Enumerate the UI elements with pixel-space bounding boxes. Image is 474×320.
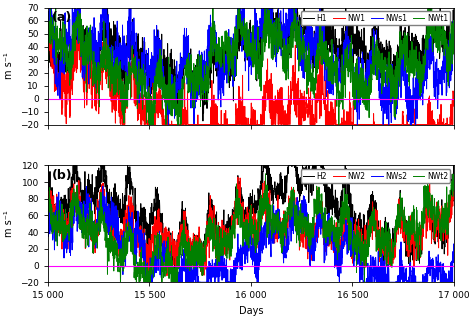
NWs2	[45, 231, 51, 235]
NWs2	[451, 254, 457, 258]
NW2	[196, 258, 202, 262]
NWs2	[54, 219, 60, 222]
H1	[45, 76, 51, 80]
H1	[380, 42, 385, 46]
Y-axis label: m s⁻¹: m s⁻¹	[4, 211, 14, 237]
NW2	[67, 234, 73, 238]
NW2	[45, 214, 51, 218]
Line: NWs2: NWs2	[48, 185, 454, 282]
Text: (b): (b)	[52, 169, 73, 182]
NWt1	[380, 51, 385, 55]
NW1	[120, 123, 126, 126]
NWt1	[196, 67, 202, 70]
Line: H2: H2	[48, 165, 454, 273]
H1	[54, 65, 60, 69]
H2	[380, 228, 385, 232]
NW1	[451, 93, 457, 97]
Line: NWt2: NWt2	[48, 174, 454, 282]
NWt1	[67, 57, 73, 61]
NWt2	[81, 237, 87, 241]
H1	[67, 73, 73, 76]
Text: (a): (a)	[52, 11, 72, 24]
H2	[451, 174, 457, 178]
H1	[196, 87, 202, 91]
NWt2	[67, 225, 73, 228]
NWt2	[451, 180, 457, 184]
NWt1	[47, 6, 53, 10]
NWs1	[48, 6, 54, 10]
H2	[81, 202, 87, 205]
NWs1	[67, 47, 73, 51]
NW2	[380, 251, 385, 255]
Line: NWt1: NWt1	[48, 8, 454, 124]
NWs1	[45, 44, 51, 47]
H1	[81, 41, 87, 44]
NW2	[290, 190, 295, 194]
H1	[105, 6, 110, 10]
NW1	[380, 123, 385, 126]
H2	[45, 207, 51, 211]
NWs1	[380, 105, 385, 109]
NWs2	[144, 280, 149, 284]
NW1	[54, 70, 60, 74]
NW1	[81, 88, 87, 92]
H2	[200, 271, 205, 275]
NW2	[451, 177, 457, 180]
NW1	[46, 22, 52, 26]
NWt1	[81, 43, 87, 47]
NWt2	[54, 230, 60, 234]
NW2	[81, 221, 87, 225]
NWs1	[451, 31, 457, 35]
Legend: H2, NW2, NWs2, NWt2: H2, NW2, NWs2, NWt2	[301, 169, 450, 183]
H2	[67, 198, 73, 202]
NWt1	[290, 33, 295, 37]
NWt2	[263, 172, 268, 176]
Legend: H1, NW1, NWs1, NWt1: H1, NW1, NWs1, NWt1	[301, 12, 450, 25]
Line: NW2: NW2	[48, 177, 454, 279]
NWt1	[54, 47, 60, 51]
NWt2	[380, 232, 385, 236]
NW1	[196, 123, 202, 126]
NWs1	[81, 67, 87, 71]
Line: H1: H1	[48, 8, 454, 121]
NW1	[45, 53, 51, 57]
NW1	[290, 75, 295, 79]
NWs1	[290, 6, 295, 10]
NWs1	[165, 123, 171, 126]
NW2	[146, 277, 152, 281]
NWs2	[290, 216, 295, 220]
NW2	[54, 197, 60, 201]
NWs2	[67, 241, 73, 244]
NW1	[67, 116, 73, 119]
Line: NWs1: NWs1	[48, 8, 454, 124]
NWs2	[196, 280, 202, 284]
NWs2	[380, 252, 385, 256]
NWt1	[451, 26, 457, 30]
H2	[196, 239, 202, 243]
NWt2	[45, 211, 51, 214]
NW2	[235, 175, 241, 179]
H1	[451, 6, 457, 10]
H1	[290, 25, 295, 29]
NWt1	[45, 61, 51, 65]
Y-axis label: m s⁻¹: m s⁻¹	[4, 53, 14, 79]
H2	[54, 215, 60, 219]
NWt2	[290, 197, 295, 201]
NWt2	[196, 255, 202, 259]
NWs2	[81, 202, 87, 205]
NWs1	[54, 73, 60, 77]
Line: NW1: NW1	[48, 24, 454, 124]
X-axis label: Days: Days	[238, 306, 263, 316]
H2	[46, 164, 51, 167]
NWs2	[75, 183, 81, 187]
H2	[290, 164, 295, 167]
H1	[200, 119, 206, 123]
NWs1	[196, 85, 202, 89]
NWt2	[118, 280, 123, 284]
NWt1	[146, 123, 152, 126]
